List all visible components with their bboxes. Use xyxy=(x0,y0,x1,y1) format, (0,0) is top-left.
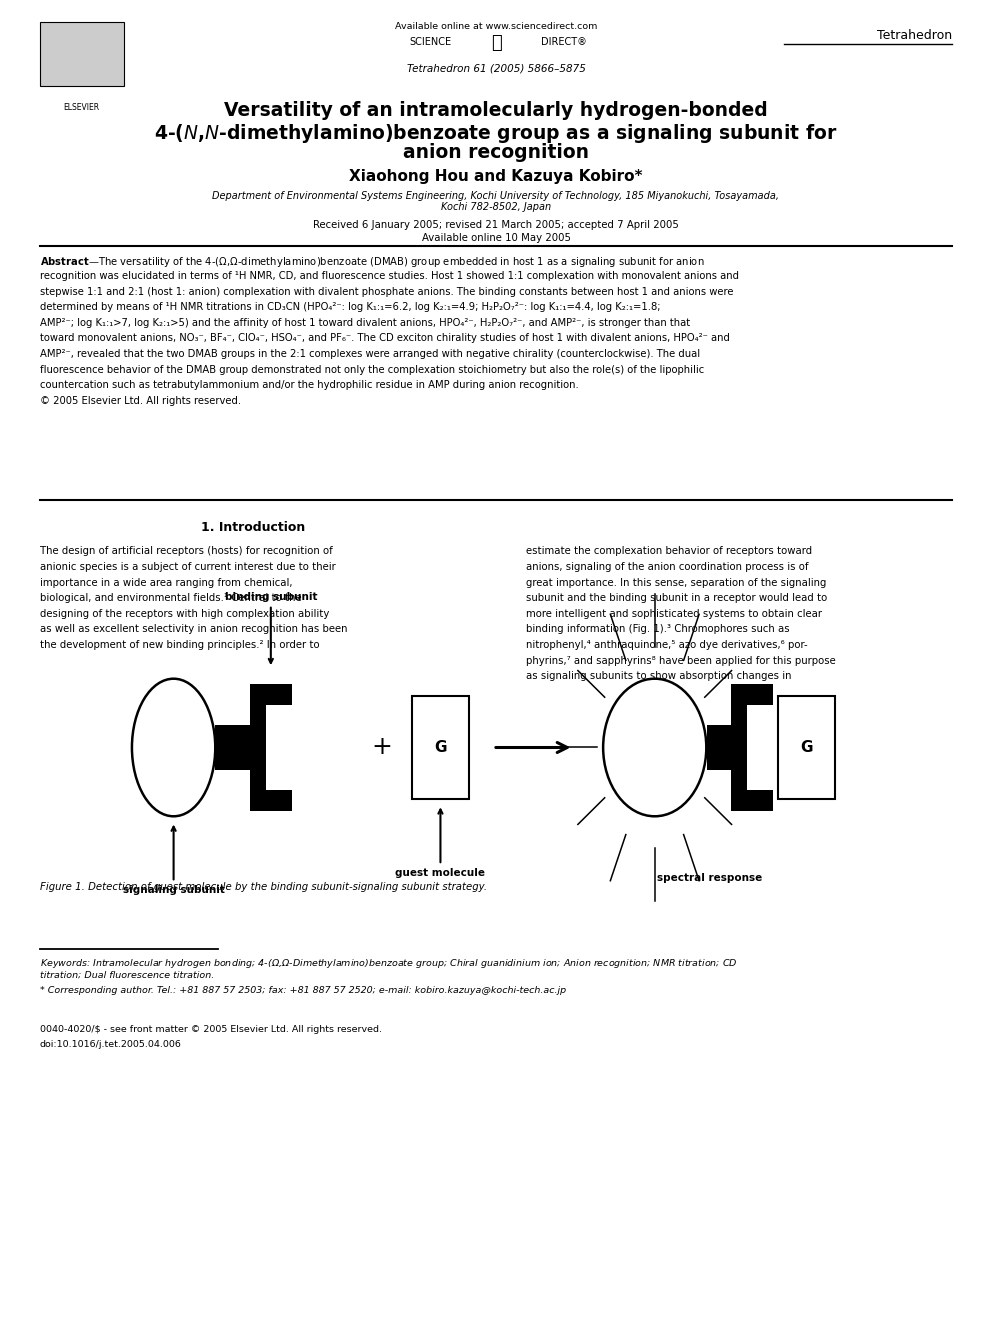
Bar xyxy=(250,684,266,811)
Text: SCIENCE: SCIENCE xyxy=(410,37,451,48)
Text: The design of artificial receptors (hosts) for recognition of: The design of artificial receptors (host… xyxy=(40,546,332,557)
Text: Kochi 782-8502, Japan: Kochi 782-8502, Japan xyxy=(440,202,552,213)
Text: fluorescence behavior of the DMAB group demonstrated not only the complexation s: fluorescence behavior of the DMAB group … xyxy=(40,365,704,374)
Text: titration; Dual fluorescence titration.: titration; Dual fluorescence titration. xyxy=(40,971,214,980)
Bar xyxy=(412,696,469,799)
Text: as well as excellent selectivity in anion recognition has been: as well as excellent selectivity in anio… xyxy=(40,624,347,635)
Bar xyxy=(707,725,731,770)
Text: anions, signaling of the anion coordination process is of: anions, signaling of the anion coordinat… xyxy=(526,562,808,572)
Text: binding subunit: binding subunit xyxy=(224,591,317,663)
Text: © 2005 Elsevier Ltd. All rights reserved.: © 2005 Elsevier Ltd. All rights reserved… xyxy=(40,396,241,406)
Text: ELSEVIER: ELSEVIER xyxy=(63,103,99,112)
Ellipse shape xyxy=(132,679,215,816)
Text: Versatility of an intramolecularly hydrogen-bonded: Versatility of an intramolecularly hydro… xyxy=(224,101,768,119)
Ellipse shape xyxy=(603,679,706,816)
Bar xyxy=(215,725,250,770)
Text: subunit and the binding subunit in a receptor would lead to: subunit and the binding subunit in a rec… xyxy=(526,593,827,603)
Text: G: G xyxy=(801,740,812,755)
Text: designing of the receptors with high complexation ability: designing of the receptors with high com… xyxy=(40,609,329,619)
Text: as signaling subunits to show absorption changes in: as signaling subunits to show absorption… xyxy=(526,671,792,681)
Text: Available online 10 May 2005: Available online 10 May 2005 xyxy=(422,233,570,243)
Bar xyxy=(731,684,747,811)
Text: Available online at www.sciencedirect.com: Available online at www.sciencedirect.co… xyxy=(395,22,597,32)
Text: toward monovalent anions, NO₃⁻, BF₄⁻, ClO₄⁻, HSO₄⁻, and PF₆⁻. The CD exciton chi: toward monovalent anions, NO₃⁻, BF₄⁻, Cl… xyxy=(40,333,729,344)
Text: Tetrahedron: Tetrahedron xyxy=(877,29,952,42)
Bar xyxy=(250,790,292,811)
Text: estimate the complexation behavior of receptors toward: estimate the complexation behavior of re… xyxy=(526,546,811,557)
Text: doi:10.1016/j.tet.2005.04.006: doi:10.1016/j.tet.2005.04.006 xyxy=(40,1040,182,1049)
Text: importance in a wide area ranging from chemical,: importance in a wide area ranging from c… xyxy=(40,578,293,587)
Text: determined by means of ¹H NMR titrations in CD₃CN (HPO₄²⁻: log K₁:₁=6.2, log K₂:: determined by means of ¹H NMR titrations… xyxy=(40,302,661,312)
Text: more intelligent and sophisticated systems to obtain clear: more intelligent and sophisticated syste… xyxy=(526,609,821,619)
Text: spectral response: spectral response xyxy=(657,873,762,884)
Text: ⓐ: ⓐ xyxy=(491,34,501,53)
Text: nitrophenyl,⁴ anthraquinone,⁵ azo dye derivatives,⁶ por-: nitrophenyl,⁴ anthraquinone,⁵ azo dye de… xyxy=(526,640,807,650)
Text: anion recognition: anion recognition xyxy=(403,143,589,161)
Text: Department of Environmental Systems Engineering, Kochi University of Technology,: Department of Environmental Systems Engi… xyxy=(212,191,780,201)
Bar xyxy=(731,790,773,811)
Text: 1. Introduction: 1. Introduction xyxy=(200,521,306,534)
Text: Xiaohong Hou and Kazuya Kobiro*: Xiaohong Hou and Kazuya Kobiro* xyxy=(349,169,643,184)
Text: 0040-4020/$ - see front matter © 2005 Elsevier Ltd. All rights reserved.: 0040-4020/$ - see front matter © 2005 El… xyxy=(40,1025,382,1035)
Bar xyxy=(778,696,835,799)
Text: binding information (Fig. 1).³ Chromophores such as: binding information (Fig. 1).³ Chromopho… xyxy=(526,624,790,635)
Text: * Corresponding author. Tel.: +81 887 57 2503; fax: +81 887 57 2520; e-mail: kob: * Corresponding author. Tel.: +81 887 57… xyxy=(40,986,565,995)
Bar xyxy=(40,22,124,86)
Text: signaling subunit: signaling subunit xyxy=(123,827,224,896)
Text: AMP²⁻, revealed that the two DMAB groups in the 2:1 complexes were arranged with: AMP²⁻, revealed that the two DMAB groups… xyxy=(40,349,699,359)
Text: DIRECT®: DIRECT® xyxy=(541,37,586,48)
Text: anionic species is a subject of current interest due to their: anionic species is a subject of current … xyxy=(40,562,335,572)
Text: $\mathbf{Abstract}$—The versatility of the 4-(Ω,Ω-dimethylamino)benzoate (DMAB) : $\mathbf{Abstract}$—The versatility of t… xyxy=(40,255,704,270)
Text: recognition was elucidated in terms of ¹H NMR, CD, and fluorescence studies. Hos: recognition was elucidated in terms of ¹… xyxy=(40,271,739,280)
Text: 4-($\mathit{N}$,$\mathit{N}$-dimethylamino)benzoate group as a signaling subunit: 4-($\mathit{N}$,$\mathit{N}$-dimethylami… xyxy=(155,122,837,144)
Text: countercation such as tetrabutylammonium and/or the hydrophilic residue in AMP d: countercation such as tetrabutylammonium… xyxy=(40,380,578,390)
Text: biological, and environmental fields.¹ Central to the: biological, and environmental fields.¹ C… xyxy=(40,593,302,603)
Text: +: + xyxy=(371,736,393,759)
Text: phyrins,⁷ and sapphyrins⁸ have been applied for this purpose: phyrins,⁷ and sapphyrins⁸ have been appl… xyxy=(526,656,835,665)
Text: AMP²⁻; log K₁:₁>7, log K₂:₁>5) and the affinity of host 1 toward divalent anions: AMP²⁻; log K₁:₁>7, log K₂:₁>5) and the a… xyxy=(40,318,689,328)
Text: the development of new binding principles.² In order to: the development of new binding principle… xyxy=(40,640,319,650)
Text: Tetrahedron 61 (2005) 5866–5875: Tetrahedron 61 (2005) 5866–5875 xyxy=(407,64,585,74)
Text: Received 6 January 2005; revised 21 March 2005; accepted 7 April 2005: Received 6 January 2005; revised 21 Marc… xyxy=(313,220,679,230)
Bar xyxy=(250,684,292,705)
Bar xyxy=(731,684,773,705)
Text: G: G xyxy=(434,740,446,755)
Text: guest molecule: guest molecule xyxy=(396,810,485,878)
Text: stepwise 1:1 and 2:1 (host 1: anion) complexation with divalent phosphate anions: stepwise 1:1 and 2:1 (host 1: anion) com… xyxy=(40,287,733,296)
Text: $\mathit{Keywords}$: Intramolecular hydrogen bonding; 4-(Ω,Ω-Dimethylamino)benzo: $\mathit{Keywords}$: Intramolecular hydr… xyxy=(40,957,737,970)
Text: Figure 1. Detection of guest molecule by the binding subunit-signaling subunit s: Figure 1. Detection of guest molecule by… xyxy=(40,882,487,893)
Text: great importance. In this sense, separation of the signaling: great importance. In this sense, separat… xyxy=(526,578,826,587)
